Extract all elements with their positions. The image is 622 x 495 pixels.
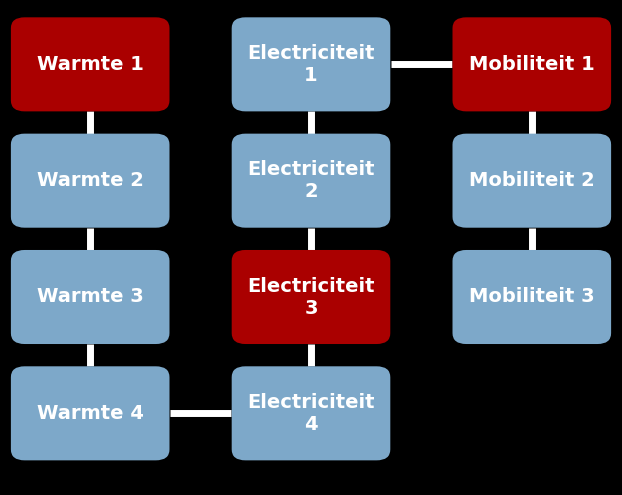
FancyBboxPatch shape bbox=[453, 17, 611, 111]
Text: Electriciteit
1: Electriciteit 1 bbox=[248, 44, 374, 85]
FancyBboxPatch shape bbox=[11, 17, 169, 111]
FancyBboxPatch shape bbox=[231, 134, 391, 228]
Text: Warmte 2: Warmte 2 bbox=[37, 171, 144, 190]
FancyBboxPatch shape bbox=[231, 250, 391, 344]
Text: Mobiliteit 2: Mobiliteit 2 bbox=[469, 171, 595, 190]
Text: Warmte 4: Warmte 4 bbox=[37, 404, 144, 423]
FancyBboxPatch shape bbox=[11, 250, 169, 344]
FancyBboxPatch shape bbox=[231, 17, 391, 111]
Text: Mobiliteit 3: Mobiliteit 3 bbox=[469, 288, 595, 306]
Text: Warmte 1: Warmte 1 bbox=[37, 55, 144, 74]
Text: Warmte 3: Warmte 3 bbox=[37, 288, 144, 306]
Text: Electriciteit
3: Electriciteit 3 bbox=[248, 277, 374, 317]
FancyBboxPatch shape bbox=[231, 366, 391, 460]
Text: Electriciteit
2: Electriciteit 2 bbox=[248, 160, 374, 201]
FancyBboxPatch shape bbox=[453, 250, 611, 344]
Text: Electriciteit
4: Electriciteit 4 bbox=[248, 393, 374, 434]
FancyBboxPatch shape bbox=[11, 366, 169, 460]
FancyBboxPatch shape bbox=[11, 134, 169, 228]
Text: Mobiliteit 1: Mobiliteit 1 bbox=[469, 55, 595, 74]
FancyBboxPatch shape bbox=[453, 134, 611, 228]
